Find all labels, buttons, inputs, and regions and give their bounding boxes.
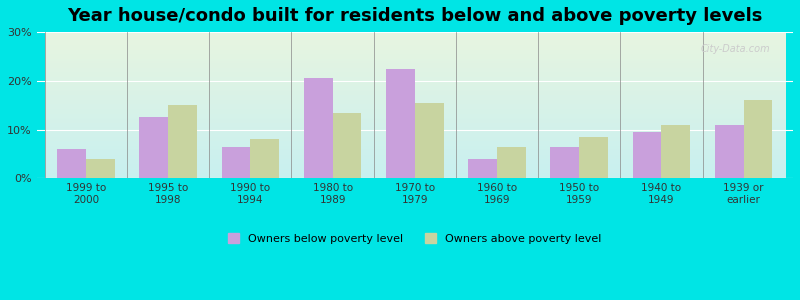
Bar — [304, 78, 333, 178]
Bar — [744, 100, 773, 178]
Bar — [250, 140, 279, 178]
Bar — [497, 147, 526, 178]
Bar — [333, 112, 362, 178]
Text: City-Data.com: City-Data.com — [701, 44, 770, 54]
Bar — [86, 159, 114, 178]
Bar — [57, 149, 86, 178]
Bar — [550, 147, 579, 178]
Bar — [168, 105, 197, 178]
Legend: Owners below poverty level, Owners above poverty level: Owners below poverty level, Owners above… — [222, 227, 607, 249]
Bar — [662, 125, 690, 178]
Bar — [633, 132, 662, 178]
Bar — [386, 69, 415, 178]
Bar — [139, 118, 168, 178]
Bar — [715, 125, 744, 178]
Bar — [222, 147, 250, 178]
Title: Year house/condo built for residents below and above poverty levels: Year house/condo built for residents bel… — [67, 7, 762, 25]
Bar — [579, 137, 608, 178]
Bar — [415, 103, 443, 178]
Bar — [468, 159, 497, 178]
